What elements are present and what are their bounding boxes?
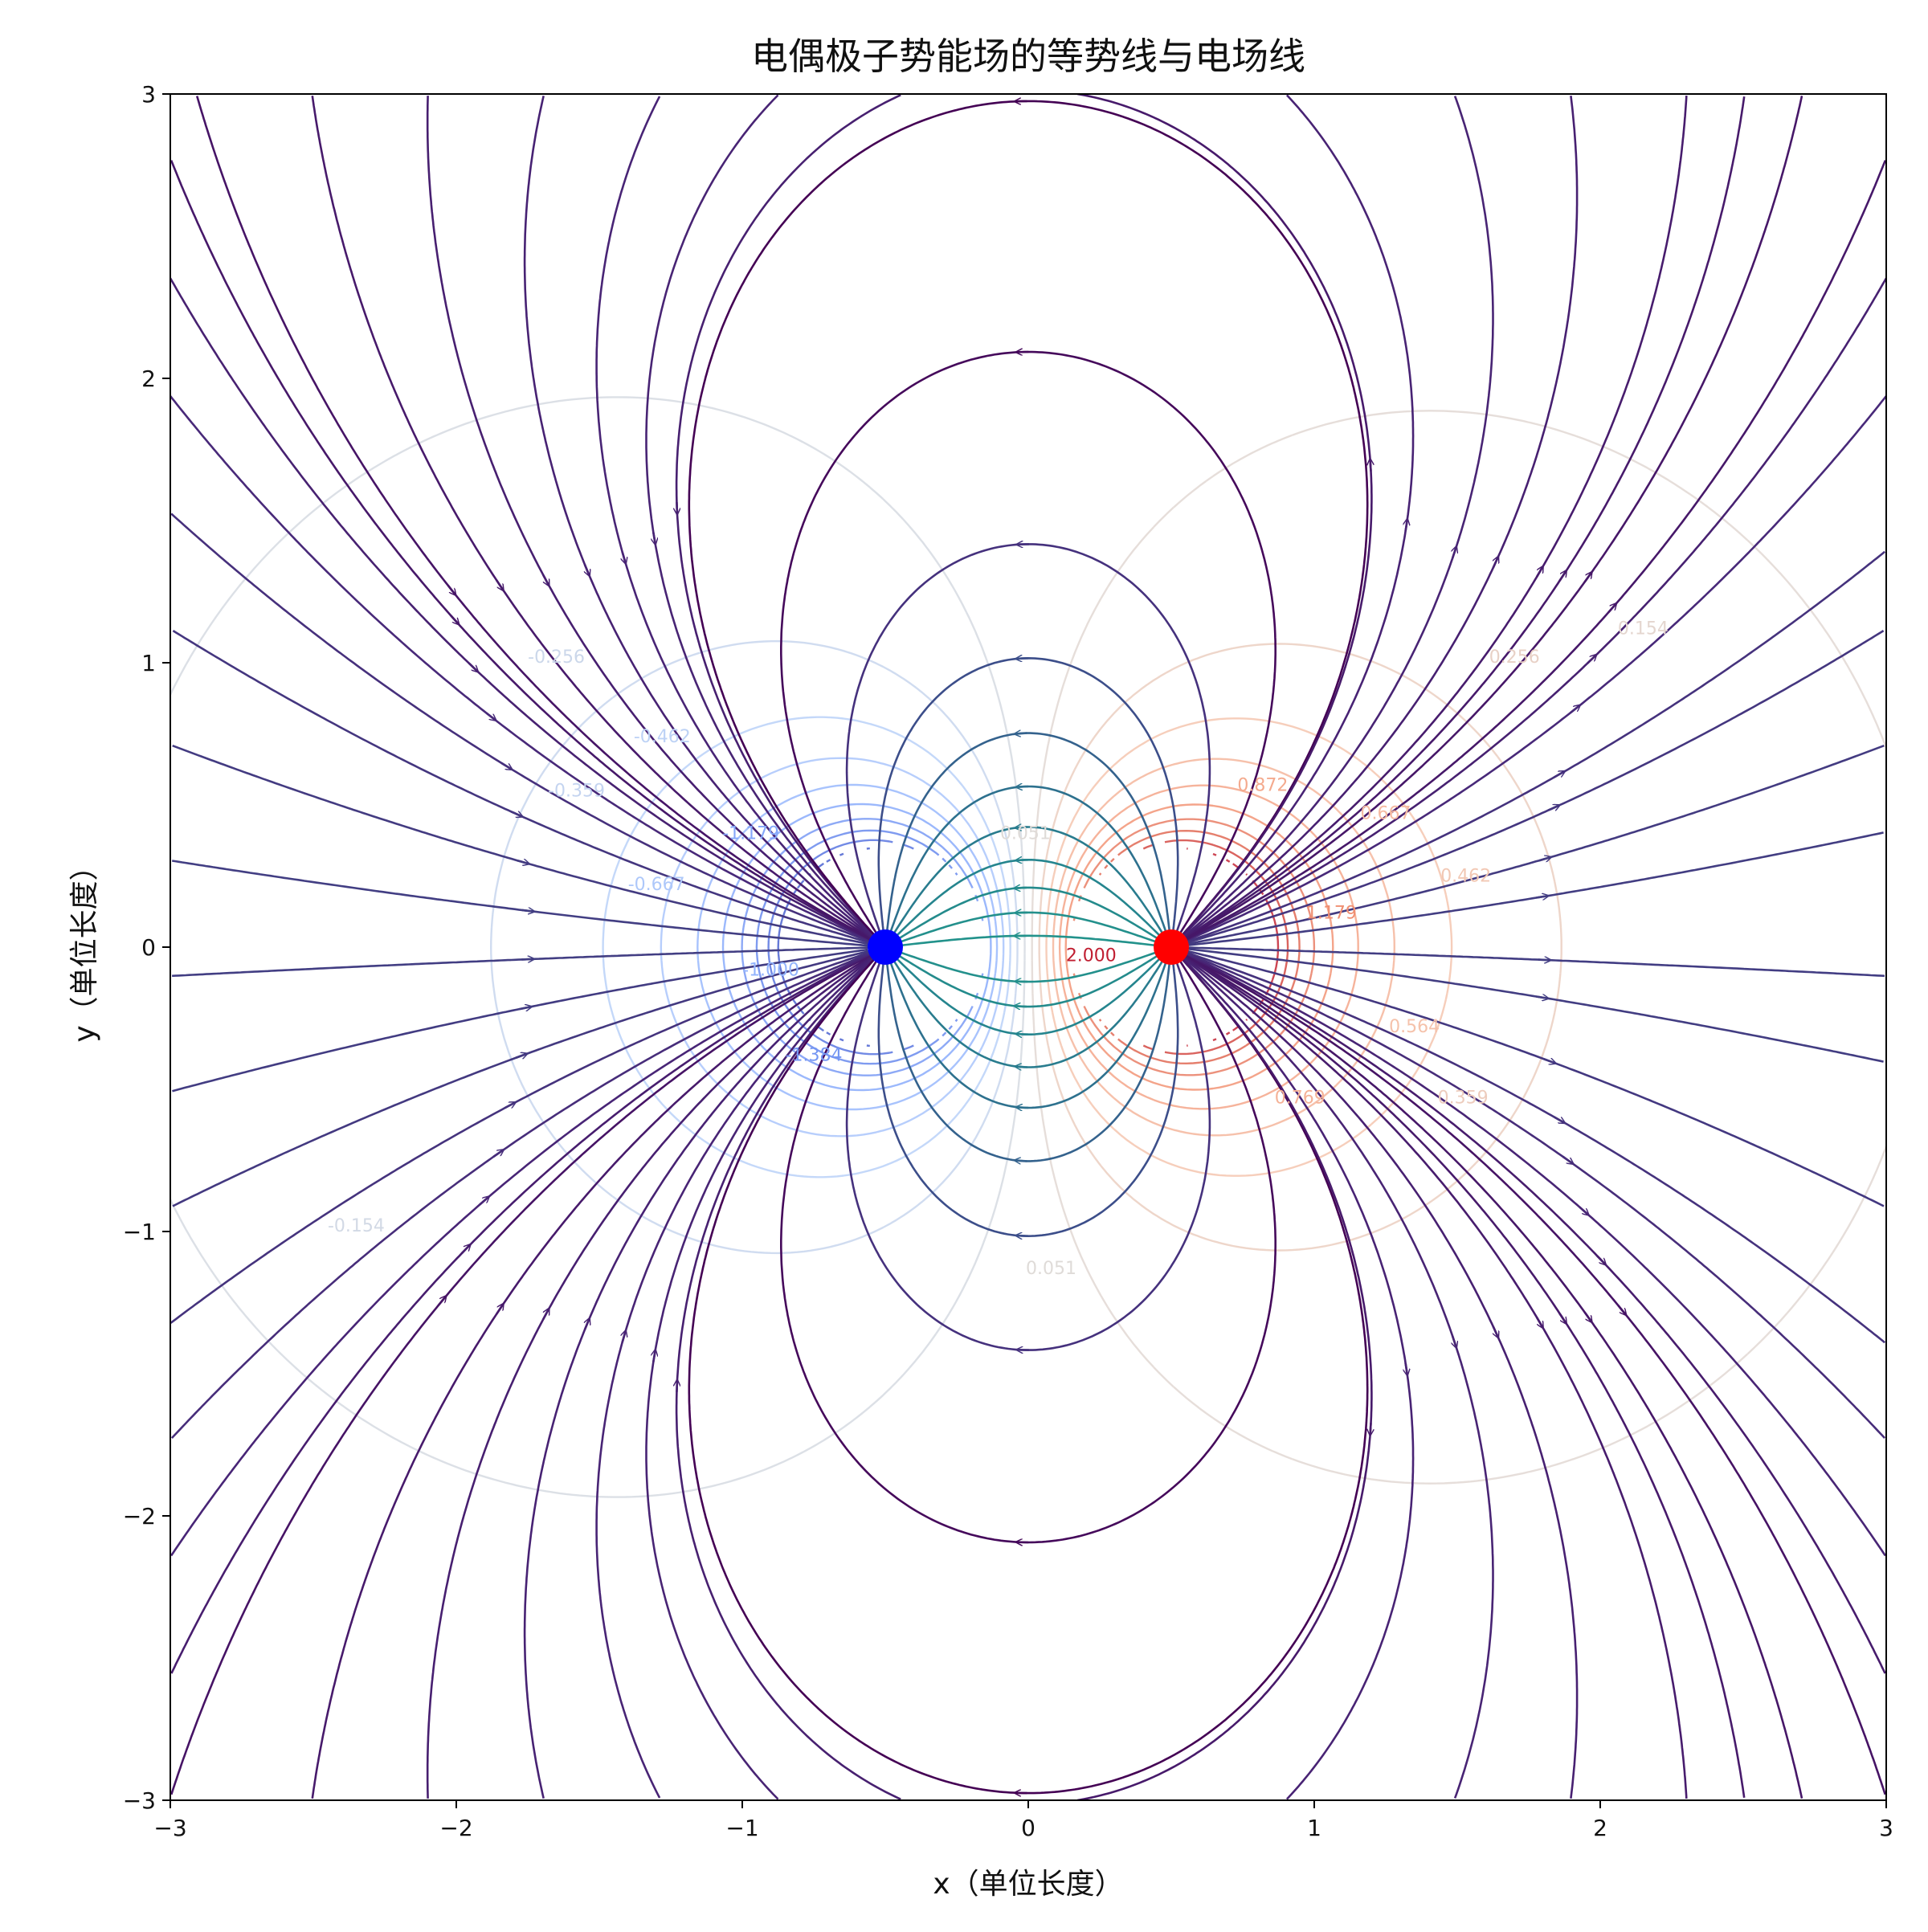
y-tick-label: −1: [123, 1219, 156, 1245]
field-line-arrow: [1018, 1034, 1028, 1035]
x-tick-label: 3: [1879, 1815, 1893, 1841]
field-line-arrow: [1018, 658, 1028, 659]
contour-label: -0.667: [628, 875, 685, 895]
contour-label: -1.000: [742, 960, 799, 980]
contour-label: 0.359: [1438, 1089, 1489, 1109]
contour-label: 0.564: [1389, 1017, 1440, 1037]
plot-background: [170, 94, 1886, 1800]
field-line-arrow: [1018, 786, 1028, 787]
contour-label: -1.179: [722, 823, 779, 843]
y-tick-label: 3: [141, 81, 156, 108]
x-tick-label: −2: [439, 1815, 472, 1841]
x-tick-label: 0: [1021, 1815, 1035, 1841]
field-line-arrow: [1370, 461, 1371, 472]
field-line-arrow: [1017, 1161, 1027, 1162]
y-tick-label: −2: [123, 1503, 156, 1530]
field-line-arrow: [1538, 960, 1549, 961]
x-tick-label: −3: [153, 1815, 186, 1841]
y-tick-label: 2: [141, 366, 156, 392]
contour-label: 0.667: [1361, 804, 1411, 824]
field-line-arrow: [1018, 1107, 1028, 1108]
contour-label: 0.769: [1275, 1089, 1326, 1109]
contour-label: 0.051: [1000, 823, 1051, 843]
contour-label: 0.154: [1618, 619, 1669, 639]
field-line-arrow: [1016, 1006, 1027, 1007]
field-line-arrow: [676, 502, 677, 513]
contour-label: -1.384: [786, 1046, 843, 1066]
negative-charge-marker: [868, 929, 903, 965]
contour-label: -0.359: [548, 781, 605, 801]
field-line-arrow: [1017, 733, 1027, 734]
field-line-arrow: [1017, 1067, 1027, 1068]
x-tick-label: −1: [725, 1815, 758, 1841]
x-tick-label: 2: [1593, 1815, 1607, 1841]
contour-label: 1.179: [1306, 904, 1357, 924]
y-axis: −3 −2 −1 0 1 2 3: [123, 81, 170, 1814]
field-line-arrow: [521, 959, 532, 960]
contour-label: -0.462: [634, 727, 691, 747]
positive-charge-marker: [1154, 929, 1189, 965]
contour-label: 0.256: [1489, 647, 1540, 668]
x-axis-label: x（单位长度）: [933, 1868, 1123, 1901]
x-axis: −3 −2 −1 0 1 2 3: [153, 1800, 1893, 1841]
contour-label: 0.872: [1237, 775, 1288, 795]
y-tick-label: −3: [123, 1787, 156, 1814]
field-line-arrow: [522, 910, 533, 912]
contour-label: 0.462: [1440, 867, 1491, 887]
field-line-arrow: [676, 1382, 677, 1392]
x-tick-label: 1: [1307, 1815, 1321, 1841]
y-tick-label: 0: [141, 934, 156, 961]
chart-title: 电偶极子势能场的等势线与电场线: [751, 35, 1305, 78]
contour-label: -0.154: [328, 1216, 385, 1236]
contour-label: 2.000: [1066, 946, 1117, 966]
contour-label: -0.256: [528, 647, 585, 668]
contour-label: 0.051: [1026, 1259, 1076, 1279]
y-axis-label: y（单位长度）: [68, 852, 101, 1042]
field-line-arrow: [1370, 1423, 1371, 1433]
y-tick-label: 1: [141, 650, 156, 676]
